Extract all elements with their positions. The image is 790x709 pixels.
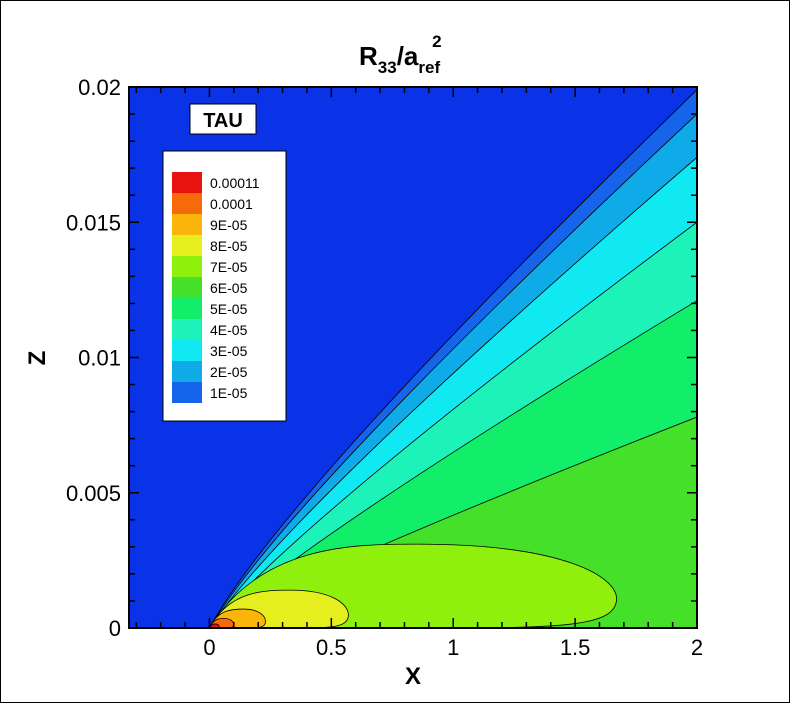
y-tick-label: 0.02 (78, 75, 121, 100)
title-slash-a: /a (397, 41, 419, 71)
y-tick-label: 0.015 (66, 210, 121, 235)
legend-swatch (172, 214, 202, 235)
legend: 0.00011 0.0001 9E-05 8E-05 7E-05 6E-05 5E-05 4E… (162, 150, 287, 422)
plot-area (129, 87, 697, 628)
title-sub-33: 33 (378, 58, 397, 77)
legend-label: 8E-05 (210, 238, 248, 254)
legend-swatch (172, 382, 202, 403)
x-tick-label: 1.5 (560, 635, 591, 660)
tau-label: TAU (203, 110, 243, 132)
legend-label: 6E-05 (210, 280, 248, 296)
legend-label: 0.0001 (210, 196, 253, 212)
legend-label: 0.00011 (210, 175, 260, 191)
legend-swatch (172, 172, 202, 193)
y-axis-title: Z (24, 351, 51, 366)
legend-swatch (172, 235, 202, 256)
legend-label: 5E-05 (210, 301, 248, 317)
x-axis-title: X (405, 663, 421, 690)
x-tick-label: 2 (691, 635, 703, 660)
y-tick-label: 0.005 (66, 481, 121, 506)
tau-annotation: TAU (189, 103, 257, 135)
legend-label: 7E-05 (210, 259, 248, 275)
y-tick-label: 0.01 (78, 346, 121, 371)
legend-swatch (172, 340, 202, 361)
legend-swatch (172, 319, 202, 340)
legend-label: 3E-05 (210, 343, 248, 359)
legend-swatch (172, 361, 202, 382)
y-axis-ticks: 0 0.005 0.01 0.015 0.02 (66, 75, 697, 641)
legend-label: 4E-05 (210, 322, 248, 338)
legend-swatch (172, 277, 202, 298)
contour-bands (208, 89, 697, 628)
x-tick-label: 1 (447, 635, 459, 660)
title-sup-2: 2 (432, 32, 441, 51)
x-tick-label: 0.5 (316, 635, 347, 660)
legend-items: 0.00011 0.0001 9E-05 8E-05 7E-05 6E-05 5E-05 4E… (172, 172, 260, 403)
x-tick-label: 0 (203, 635, 215, 660)
chart-title: R33/aref 2 (359, 32, 442, 77)
legend-swatch (172, 256, 202, 277)
legend-label: 9E-05 (210, 217, 248, 233)
x-axis-ticks: 0 0.5 1 1.5 2 (135, 87, 703, 660)
legend-label: 1E-05 (210, 385, 248, 401)
legend-swatch (172, 298, 202, 319)
y-tick-label: 0 (109, 616, 121, 641)
title-sub-ref: ref (418, 58, 440, 77)
legend-swatch (172, 193, 202, 214)
title-base: R (359, 41, 378, 71)
legend-label: 2E-05 (210, 364, 248, 380)
